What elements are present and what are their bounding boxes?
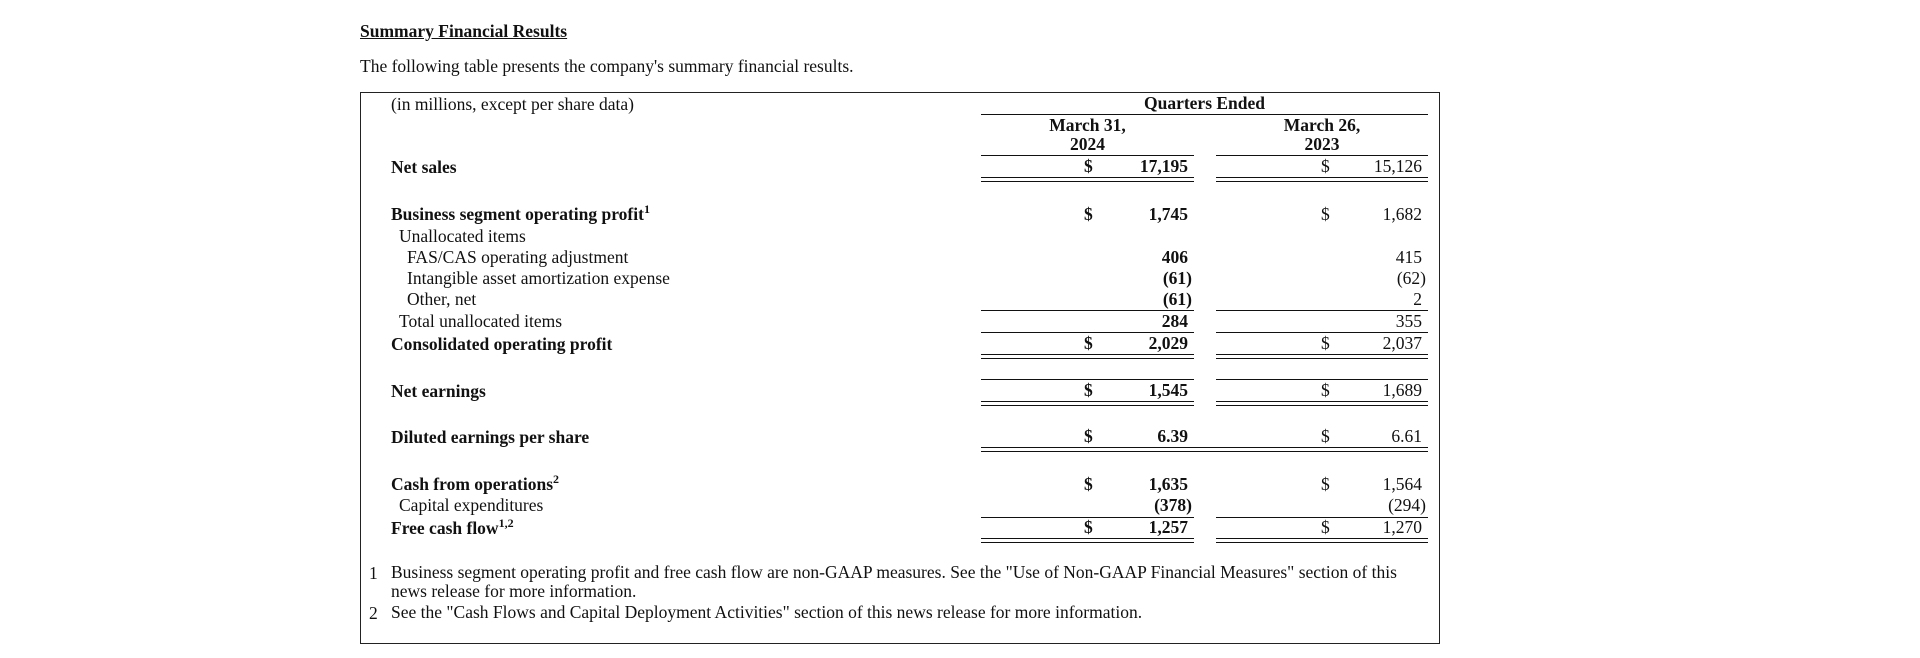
footnote-text: See the "Cash Flows and Capital Deployme…: [391, 602, 1143, 622]
row-label-net-earnings: Net earnings: [391, 381, 486, 401]
currency-symbol: $: [1084, 156, 1093, 176]
rule: [1216, 332, 1428, 333]
rule: [981, 114, 1428, 115]
rule: [1216, 542, 1428, 543]
other-net-2024: (61): [1162, 289, 1192, 309]
cash-ops-2023: 1,564: [1382, 474, 1422, 494]
fcf-2024: 1,257: [1148, 517, 1188, 537]
segment-profit-2023: 1,682: [1382, 204, 1422, 224]
currency-symbol: $: [1321, 474, 1330, 494]
rule: [1216, 177, 1428, 178]
rule: [1216, 354, 1428, 355]
currency-symbol: $: [1321, 380, 1330, 400]
segment-profit-2024: 1,745: [1148, 204, 1188, 224]
currency-symbol: $: [1084, 517, 1093, 537]
group-header: Quarters Ended: [1143, 93, 1266, 113]
row-label-unallocated: Unallocated items: [399, 226, 526, 246]
row-label-free-cash-flow: Free cash flow1,2: [391, 516, 514, 538]
intangible-2024: (61): [1162, 268, 1192, 288]
rule: [981, 310, 1194, 311]
rule: [981, 379, 1194, 380]
row-label-net-sales: Net sales: [391, 157, 457, 177]
rule: [981, 181, 1194, 182]
rule: [1216, 538, 1428, 539]
rule: [1216, 517, 1428, 518]
currency-symbol: $: [1321, 156, 1330, 176]
footnote-number: 1: [369, 563, 378, 583]
row-label-intangible: Intangible asset amortization expense: [407, 268, 670, 288]
rule: [981, 542, 1194, 543]
rule: [1216, 358, 1428, 359]
rule: [1216, 405, 1428, 406]
column-header-2023: March 26, 2023: [1283, 115, 1361, 154]
net-earnings-2023: 1,689: [1382, 380, 1422, 400]
net-sales-2023: 15,126: [1373, 156, 1422, 176]
section-title: Summary Financial Results: [360, 21, 568, 41]
fas-cas-2023: 415: [1395, 247, 1422, 267]
footnote-number: 2: [369, 603, 378, 623]
other-net-2023: 2: [1413, 289, 1422, 309]
rule: [981, 447, 1428, 448]
currency-symbol: $: [1321, 333, 1330, 353]
currency-symbol: $: [1084, 333, 1093, 353]
financial-table-box: [360, 92, 1440, 644]
row-label-fas-cas: FAS/CAS operating adjustment: [407, 247, 629, 267]
rule: [1216, 181, 1428, 182]
row-label-segment-profit: Business segment operating profit1: [391, 202, 650, 224]
capex-2023: (294): [1388, 495, 1426, 515]
currency-symbol: $: [1084, 380, 1093, 400]
capex-2024: (378): [1154, 495, 1192, 515]
rule: [981, 405, 1194, 406]
rule: [1216, 401, 1428, 402]
rule: [981, 451, 1428, 452]
rule: [981, 401, 1194, 402]
currency-symbol: $: [1321, 517, 1330, 537]
row-label-total-unallocated: Total unallocated items: [399, 311, 563, 331]
section-intro: The following table presents the company…: [360, 56, 854, 76]
rule: [1216, 155, 1428, 156]
rule: [981, 358, 1194, 359]
row-label-capex: Capital expenditures: [399, 495, 544, 515]
currency-symbol: $: [1321, 204, 1330, 224]
diluted-eps-2024: 6.39: [1157, 426, 1188, 446]
units-note: (in millions, except per share data): [391, 94, 634, 114]
footnote-text: Business segment operating profit and fr…: [391, 562, 1397, 601]
fas-cas-2024: 406: [1161, 247, 1188, 267]
currency-symbol: $: [1084, 426, 1093, 446]
diluted-eps-2023: 6.61: [1391, 426, 1422, 446]
consolidated-profit-2023: 2,037: [1382, 333, 1422, 353]
total-unallocated-2024: 284: [1161, 311, 1188, 331]
row-label-consolidated-profit: Consolidated operating profit: [391, 334, 613, 354]
rule: [1216, 379, 1428, 380]
rule: [981, 354, 1194, 355]
currency-symbol: $: [1084, 474, 1093, 494]
row-label-cash-from-operations: Cash from operations2: [391, 472, 560, 494]
fcf-2023: 1,270: [1382, 517, 1422, 537]
rule: [981, 538, 1194, 539]
rule: [1216, 310, 1428, 311]
currency-symbol: $: [1084, 204, 1093, 224]
rule: [981, 332, 1194, 333]
consolidated-profit-2024: 2,029: [1148, 333, 1188, 353]
row-label-other-net: Other, net: [407, 289, 477, 309]
net-sales-2024: 17,195: [1139, 156, 1188, 176]
intangible-2023: (62): [1396, 268, 1426, 288]
cash-ops-2024: 1,635: [1148, 474, 1188, 494]
total-unallocated-2023: 355: [1395, 311, 1422, 331]
rule: [981, 177, 1194, 178]
rule: [981, 155, 1194, 156]
net-earnings-2024: 1,545: [1148, 380, 1188, 400]
currency-symbol: $: [1321, 426, 1330, 446]
rule: [981, 517, 1194, 518]
column-header-2024: March 31, 2024: [1049, 115, 1126, 154]
row-label-diluted-eps: Diluted earnings per share: [391, 427, 590, 447]
